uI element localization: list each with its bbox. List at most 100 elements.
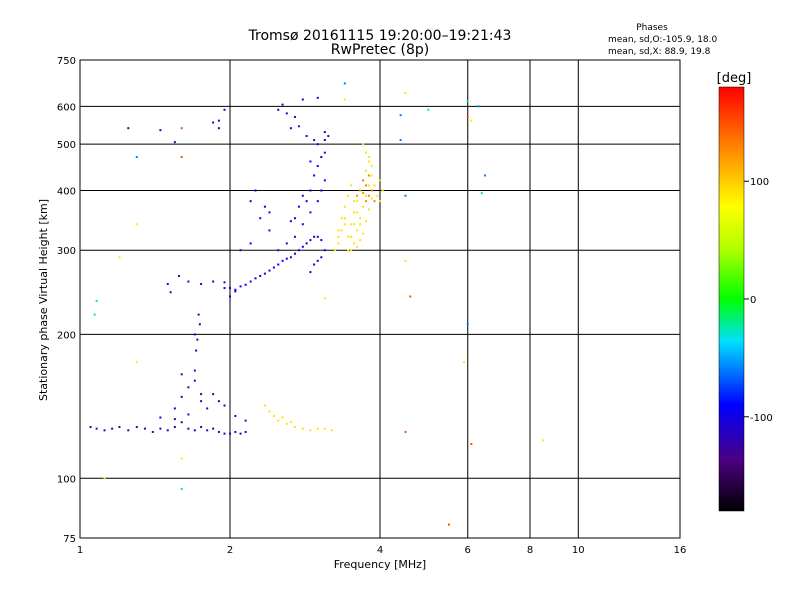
data-point <box>316 96 319 99</box>
data-point <box>379 179 381 182</box>
data-point <box>229 287 231 290</box>
data-point <box>323 427 326 430</box>
data-point <box>365 194 368 197</box>
data-point <box>323 179 326 182</box>
data-point <box>343 217 346 220</box>
data-point <box>316 143 319 146</box>
chart-title: Tromsø 20161115 19:20:00–19:21:43 <box>248 28 512 44</box>
data-point <box>320 239 323 242</box>
data-point <box>239 285 242 288</box>
y-tick-label: 300 <box>57 246 76 257</box>
data-point <box>337 242 340 245</box>
data-point <box>293 426 296 429</box>
y-tick-label: 100 <box>57 474 76 485</box>
data-point <box>193 429 196 432</box>
data-point <box>337 229 340 232</box>
data-point <box>542 439 545 442</box>
data-point <box>305 200 308 203</box>
x-tick-label: 6 <box>465 545 471 556</box>
data-point <box>346 235 349 238</box>
data-point <box>305 242 308 245</box>
data-point <box>180 156 183 159</box>
data-point <box>343 205 346 208</box>
data-point <box>268 211 271 214</box>
data-point <box>212 393 215 396</box>
data-point <box>309 429 312 432</box>
data-point <box>200 282 203 285</box>
data-point <box>316 235 319 238</box>
data-point <box>223 108 226 111</box>
data-point <box>356 194 359 197</box>
data-point <box>193 379 196 382</box>
y-axis: 75 100 200 300 400 500 600 750 <box>57 56 76 545</box>
data-point <box>297 205 300 208</box>
data-point <box>229 432 231 435</box>
data-point <box>293 115 296 118</box>
data-point <box>187 280 190 283</box>
data-point <box>127 429 130 432</box>
data-point <box>367 160 370 163</box>
data-point <box>127 127 130 130</box>
data-point <box>200 400 203 403</box>
data-point <box>340 217 343 220</box>
data-point <box>118 256 121 259</box>
data-point <box>404 91 407 94</box>
data-point <box>239 432 242 435</box>
data-point <box>313 263 316 266</box>
data-point <box>309 239 312 242</box>
colorbar-tick-label: -100 <box>750 413 773 424</box>
data-point <box>323 297 326 300</box>
colorbar-ticks: -100 0 100 <box>744 177 773 424</box>
data-point <box>316 200 319 203</box>
data-point <box>353 242 356 245</box>
data-point <box>359 217 362 220</box>
data-point <box>359 223 362 226</box>
data-point <box>427 108 430 111</box>
data-point <box>301 245 304 248</box>
data-point <box>234 288 237 291</box>
chart-subtitle: RwPretec (8p) <box>331 42 429 58</box>
data-point <box>356 245 359 248</box>
data-point <box>409 295 412 298</box>
data-point <box>263 205 266 208</box>
data-point <box>309 271 312 274</box>
data-point <box>297 125 300 128</box>
data-point <box>340 229 343 232</box>
data-point <box>196 338 199 341</box>
data-point <box>159 129 162 132</box>
data-point <box>480 192 483 195</box>
data-point <box>173 418 176 421</box>
data-point <box>272 414 275 417</box>
data-point <box>370 197 373 200</box>
data-point <box>334 249 337 252</box>
data-point <box>249 200 252 203</box>
data-point <box>135 361 138 364</box>
data-point <box>365 220 368 223</box>
x-tick-label: 2 <box>227 545 233 556</box>
data-point <box>187 427 190 430</box>
data-point <box>297 249 300 252</box>
data-point <box>320 156 323 159</box>
data-point <box>470 119 473 122</box>
data-point <box>293 217 296 220</box>
data-point <box>217 400 220 403</box>
data-point <box>343 98 346 101</box>
data-point <box>373 184 376 187</box>
data-point <box>223 404 226 407</box>
data-point <box>309 189 312 192</box>
data-point <box>212 427 215 430</box>
data-point <box>359 189 362 192</box>
data-point <box>173 426 176 429</box>
data-point <box>466 323 469 326</box>
data-point <box>159 427 162 430</box>
grid <box>80 60 680 538</box>
x-tick-label: 4 <box>377 545 383 556</box>
data-point <box>350 235 353 238</box>
data-point <box>200 393 203 396</box>
data-point <box>180 373 183 376</box>
data-point <box>281 416 284 419</box>
data-point <box>305 135 308 138</box>
data-point <box>151 430 154 433</box>
data-point <box>330 429 333 432</box>
data-point <box>404 430 407 433</box>
